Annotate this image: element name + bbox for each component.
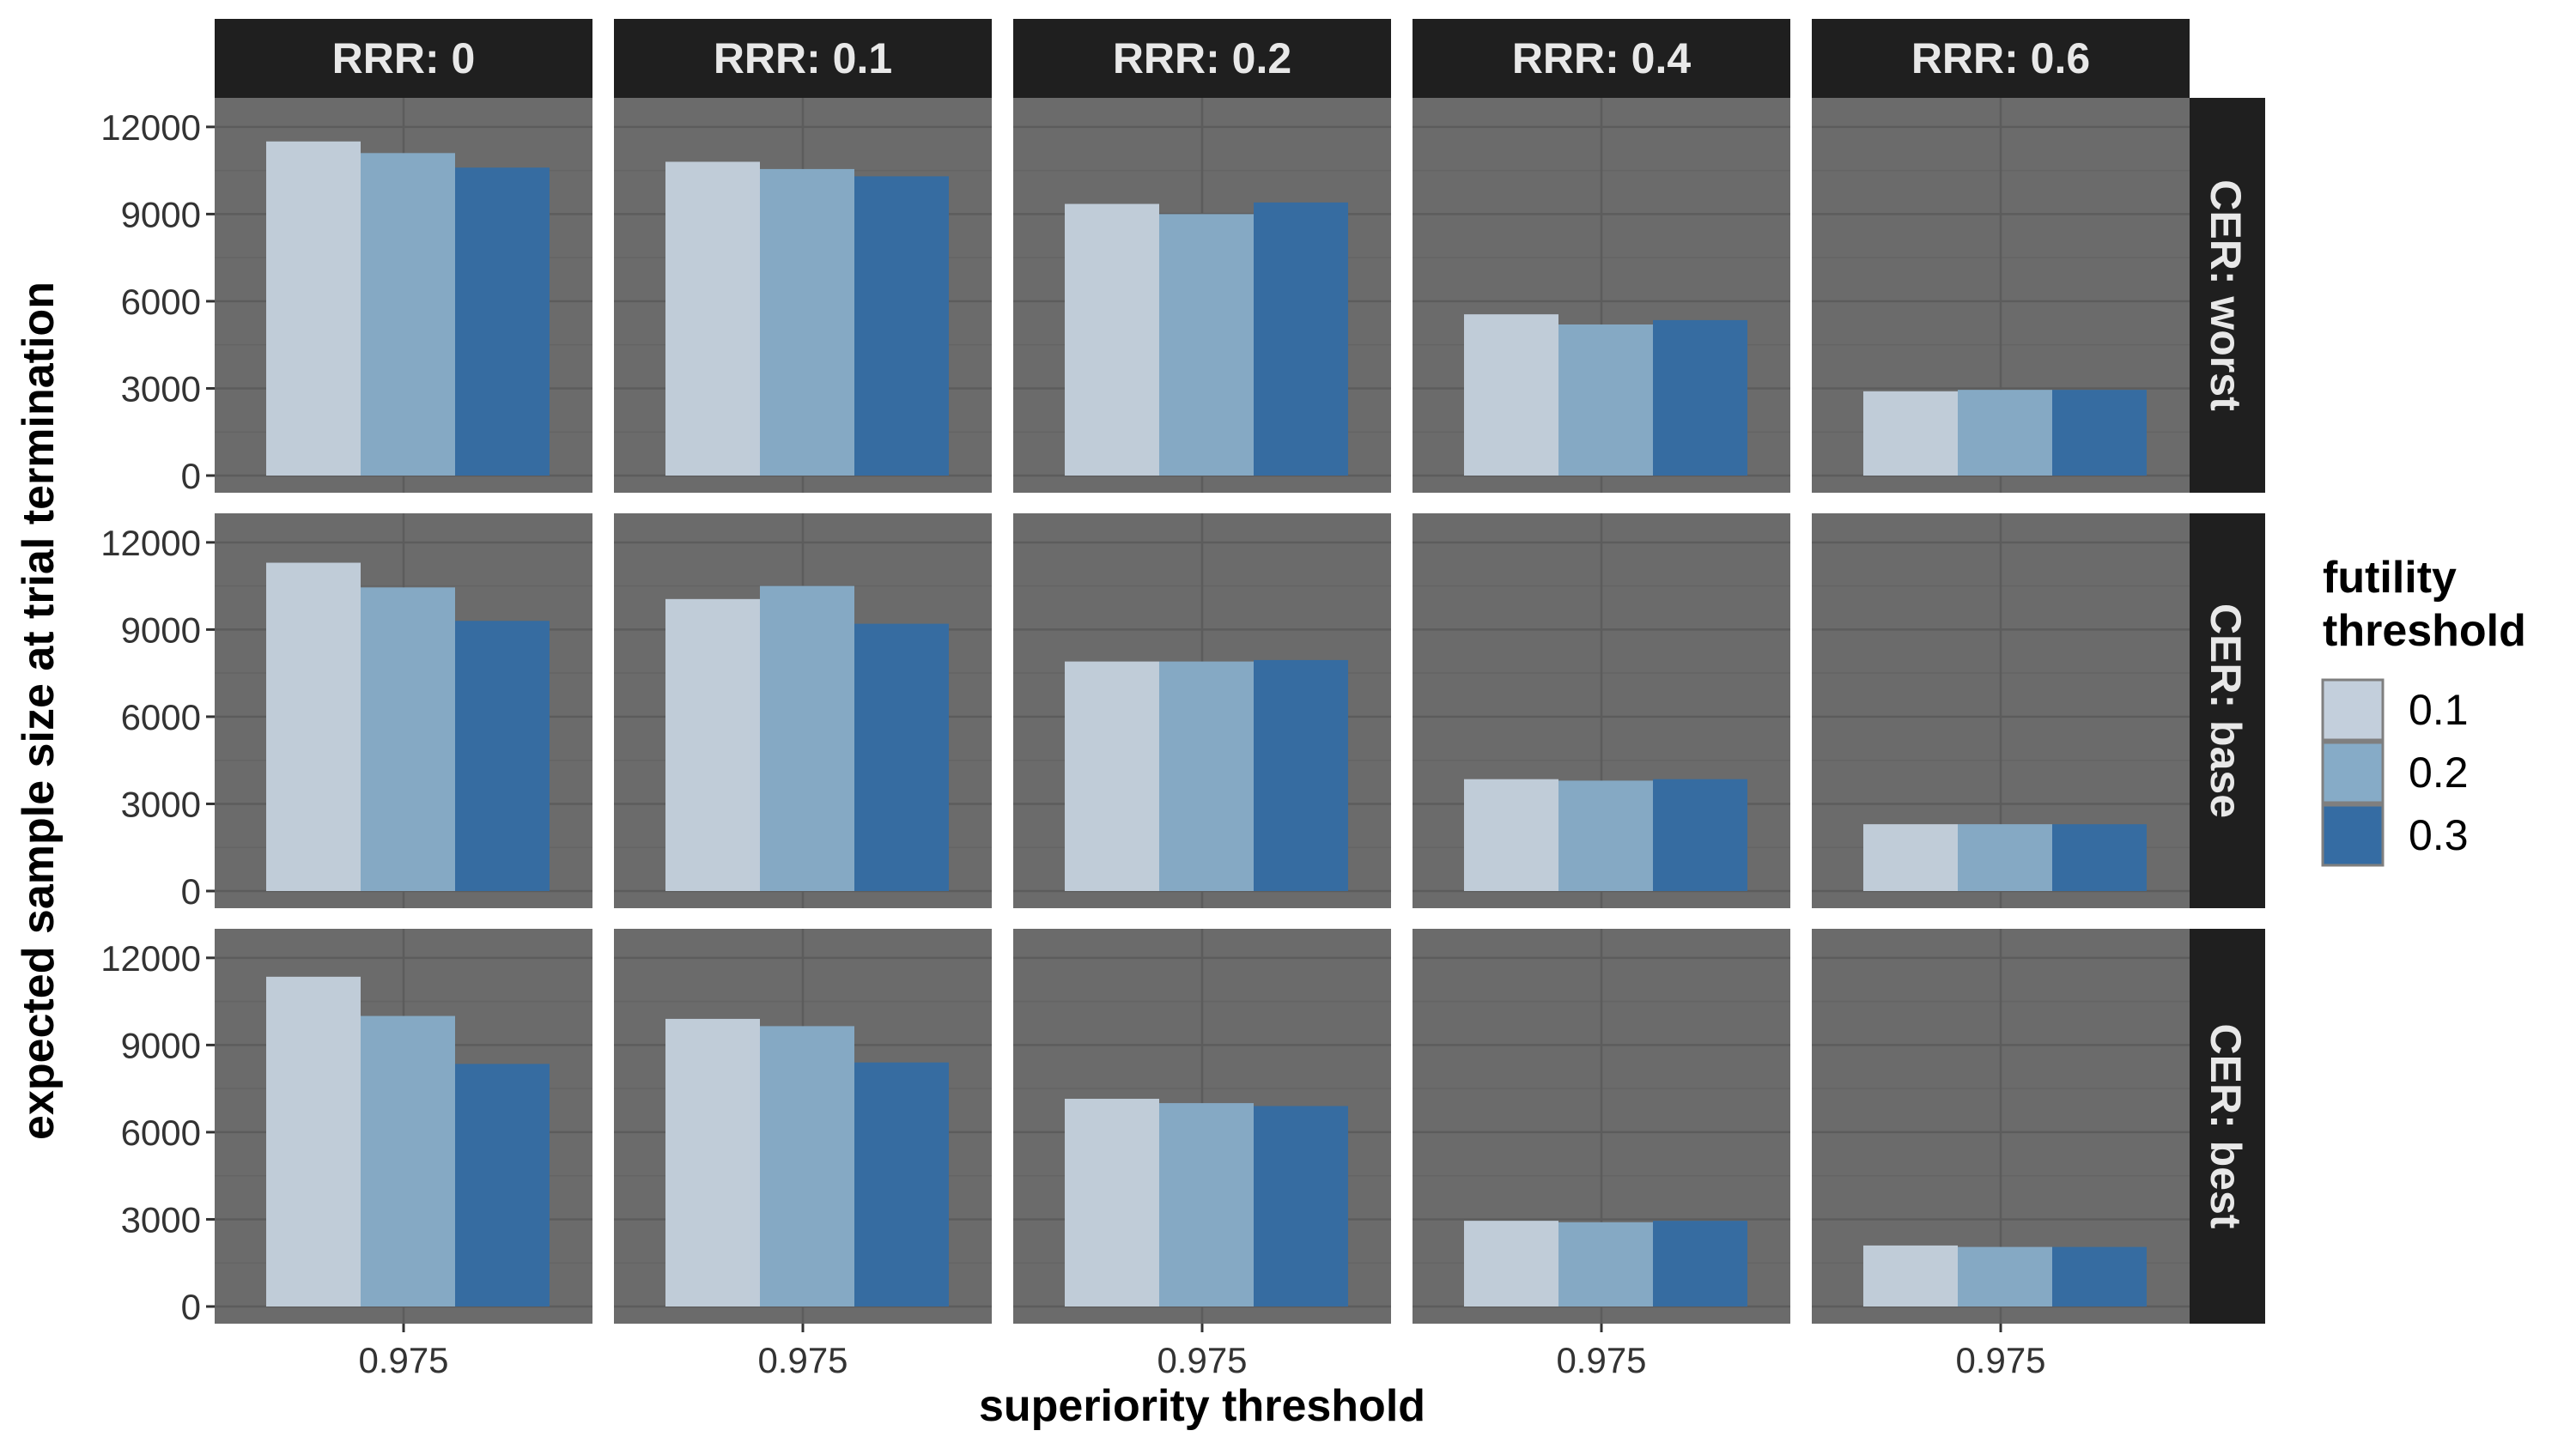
bar-0.2 — [1558, 780, 1653, 891]
bar-0.1 — [1065, 1099, 1159, 1307]
legend-title: threshold — [2323, 606, 2526, 656]
facet-strip-row — [2190, 929, 2265, 1324]
x-tick-label: 0.975 — [358, 1340, 448, 1380]
y-tick-label: 9000 — [121, 1025, 201, 1065]
bar-0.2 — [760, 1026, 854, 1307]
bar-0.3 — [455, 1064, 550, 1307]
bar-0.1 — [1863, 1245, 1958, 1307]
bar-0.2 — [1958, 824, 2052, 891]
bar-0.2 — [361, 1016, 455, 1307]
bar-0.3 — [2052, 390, 2147, 476]
bar-0.1 — [665, 598, 760, 891]
legend-label: 0.2 — [2409, 749, 2469, 797]
bar-0.1 — [266, 141, 361, 476]
bar-0.1 — [1464, 1221, 1558, 1307]
bar-0.2 — [1159, 661, 1254, 891]
facet-strip-label: CER: best — [2202, 1024, 2250, 1229]
legend-title: futility — [2323, 553, 2457, 603]
bar-0.2 — [1159, 1103, 1254, 1307]
facet-strip-label: RRR: 0.6 — [1911, 34, 2090, 82]
facet-strip-label: RRR: 0.2 — [1113, 34, 1291, 82]
y-tick-label: 9000 — [121, 194, 201, 234]
y-tick-label: 9000 — [121, 609, 201, 650]
legend-key — [2321, 741, 2385, 804]
legend-label: 0.1 — [2409, 686, 2469, 734]
legend-label: 0.3 — [2409, 811, 2469, 859]
legend-key — [2321, 803, 2385, 867]
y-tick-label: 6000 — [121, 1113, 201, 1153]
y-axis-title: expected sample size at trial terminatio… — [14, 282, 64, 1140]
y-tick-label: 3000 — [121, 784, 201, 824]
x-tick-label: 0.975 — [1556, 1340, 1646, 1380]
y-tick-label: 12000 — [100, 107, 201, 148]
bar-0.1 — [665, 161, 760, 476]
bar-0.2 — [760, 585, 854, 891]
bar-0.1 — [1065, 203, 1159, 476]
bar-0.3 — [455, 621, 550, 891]
y-tick-label: 0 — [181, 456, 201, 496]
bar-0.1 — [1065, 661, 1159, 891]
bar-0.1 — [1464, 314, 1558, 476]
facet-strip-col — [614, 19, 992, 98]
bar-0.3 — [1254, 659, 1348, 891]
bar-0.3 — [455, 167, 550, 476]
bar-0.2 — [760, 168, 854, 476]
bar-0.3 — [1254, 202, 1348, 476]
facet-strip-row — [2190, 513, 2265, 908]
x-axis-title: superiority threshold — [979, 1381, 1425, 1431]
facet-strip-label: CER: worst — [2202, 179, 2250, 411]
facet-strip-label: RRR: 0.4 — [1512, 34, 1692, 82]
bar-0.3 — [1653, 319, 1747, 476]
facet-strip-row — [2190, 98, 2265, 493]
facet-strip-label: RRR: 0.1 — [714, 34, 892, 82]
bar-0.2 — [1159, 214, 1254, 476]
bar-0.3 — [2052, 1246, 2147, 1307]
y-tick-label: 3000 — [121, 368, 201, 409]
bar-0.1 — [1863, 824, 1958, 891]
bar-0.3 — [1653, 779, 1747, 891]
facet-strip-col — [1413, 19, 1790, 98]
facet-strip-col — [215, 19, 592, 98]
bar-0.3 — [1254, 1106, 1348, 1307]
bar-0.3 — [1653, 1221, 1747, 1307]
bar-0.2 — [1558, 1222, 1653, 1307]
y-tick-label: 6000 — [121, 697, 201, 737]
legend-key — [2321, 678, 2385, 742]
bar-0.2 — [1558, 324, 1653, 476]
facet-strip-label: RRR: 0 — [332, 34, 476, 82]
bar-0.1 — [266, 562, 361, 891]
bar-0.2 — [1958, 1246, 2052, 1307]
y-tick-label: 6000 — [121, 282, 201, 322]
bar-0.3 — [2052, 824, 2147, 891]
bar-0.2 — [1958, 390, 2052, 476]
x-tick-label: 0.975 — [757, 1340, 848, 1380]
bar-0.2 — [361, 153, 455, 476]
y-tick-label: 0 — [181, 1287, 201, 1327]
bar-0.1 — [1863, 391, 1958, 476]
y-tick-label: 12000 — [100, 938, 201, 979]
bar-0.3 — [854, 1062, 949, 1307]
y-tick-label: 3000 — [121, 1199, 201, 1240]
x-tick-label: 0.975 — [1955, 1340, 2045, 1380]
facet-strip-label: CER: base — [2202, 603, 2250, 818]
facet-strip-col — [1812, 19, 2190, 98]
bar-0.1 — [665, 1018, 760, 1307]
y-tick-label: 12000 — [100, 523, 201, 563]
x-tick-label: 0.975 — [1157, 1340, 1247, 1380]
bar-0.3 — [854, 623, 949, 891]
bar-0.1 — [1464, 779, 1558, 891]
facet-strip-col — [1013, 19, 1391, 98]
bar-0.2 — [361, 587, 455, 891]
y-tick-label: 0 — [181, 871, 201, 912]
bar-0.3 — [854, 176, 949, 476]
bar-0.1 — [266, 976, 361, 1307]
